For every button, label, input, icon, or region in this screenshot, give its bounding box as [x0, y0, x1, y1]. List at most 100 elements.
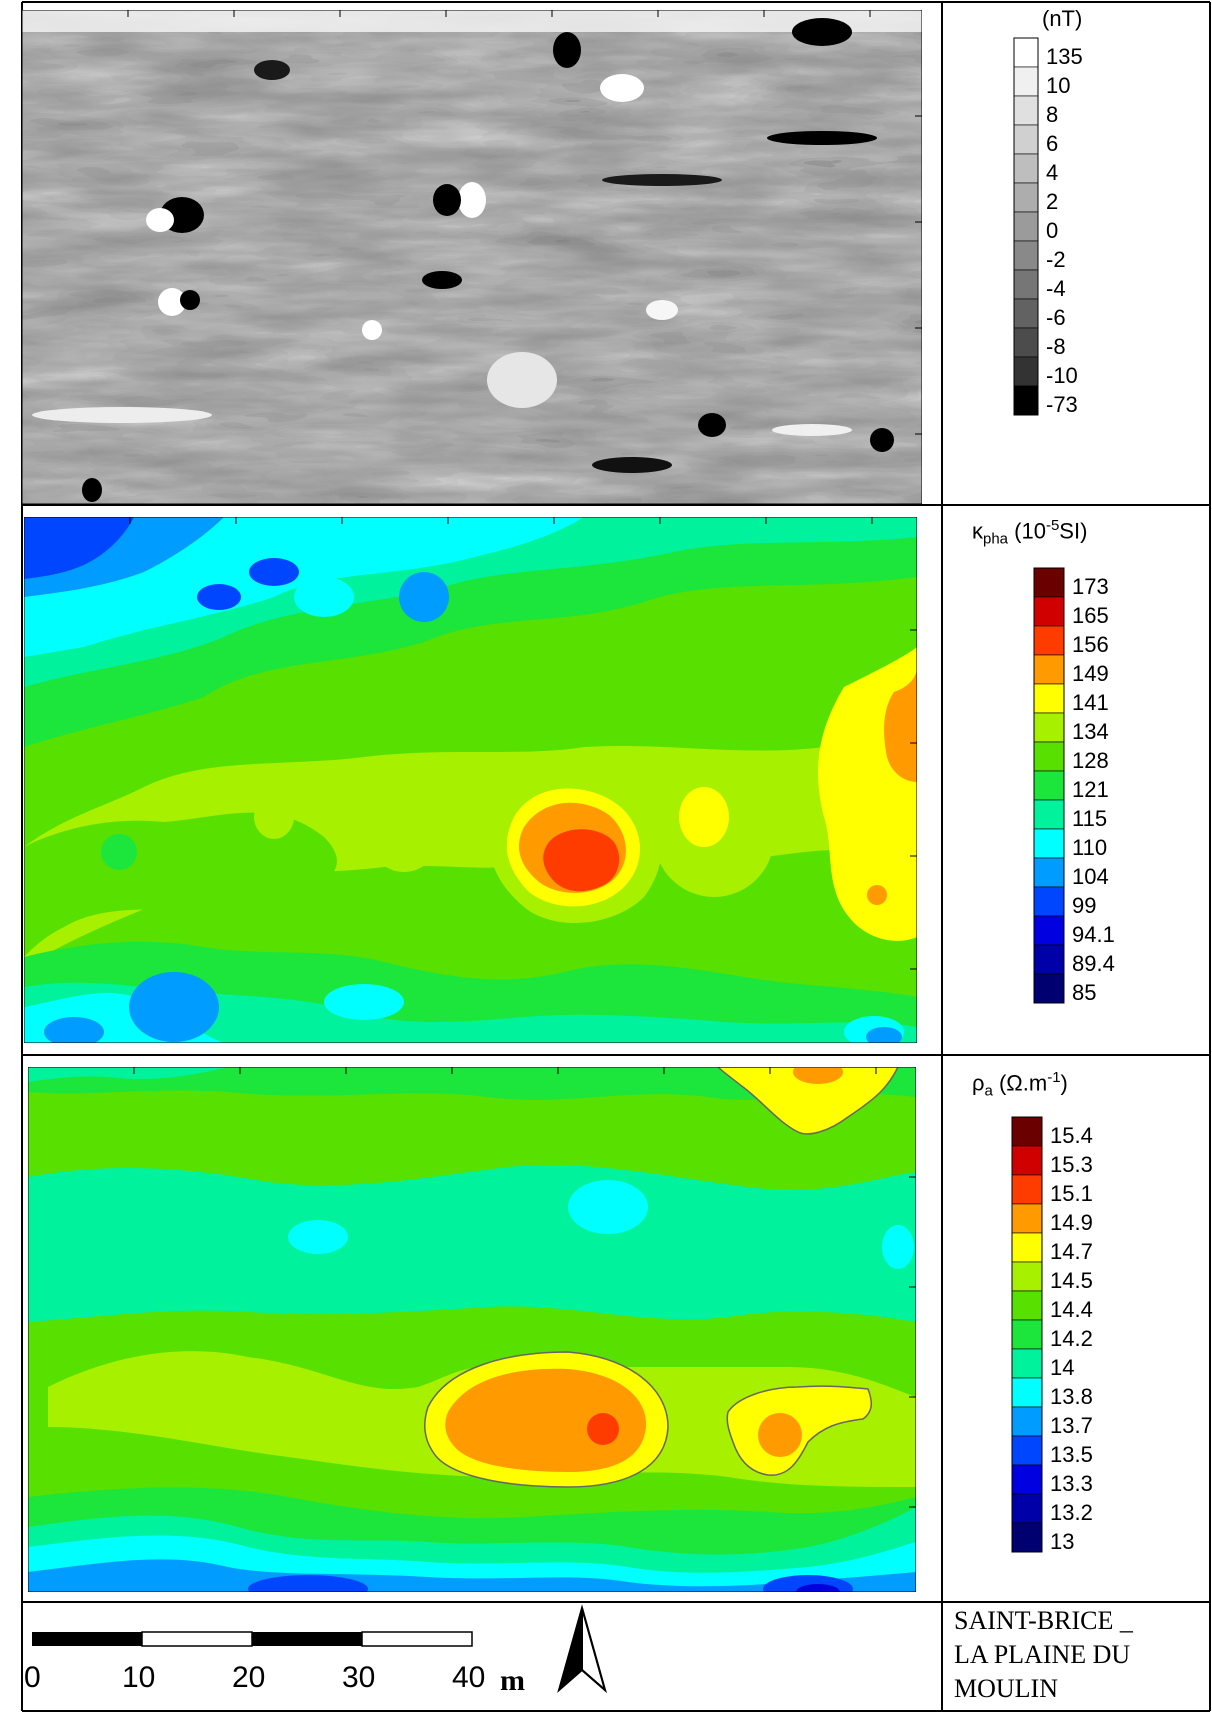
site-name-line-1: SAINT-BRICE _ — [954, 1606, 1133, 1635]
susceptibility-legend-label: 134 — [1072, 719, 1109, 744]
susceptibility-unit-prefix: (10 — [1014, 518, 1046, 544]
magnetic-legend-swatch — [1013, 66, 1039, 97]
magnetic-legend-label: -8 — [1046, 334, 1066, 359]
magnetic-legend-label: -2 — [1046, 247, 1066, 272]
susceptibility-legend-swatch — [1033, 857, 1065, 888]
magnetic-legend-label: 6 — [1046, 131, 1058, 156]
susceptibility-map-ticks — [129, 517, 917, 970]
scale-segment-10-20 — [141, 1631, 253, 1647]
susceptibility-legend-swatch — [1033, 683, 1065, 714]
site-name-line-3: MOULIN — [954, 1674, 1058, 1703]
susceptibility-legend-label: 156 — [1072, 632, 1109, 657]
susceptibility-legend-swatch — [1033, 799, 1065, 830]
scale-label-10: 10 — [122, 1661, 155, 1694]
susceptibility-legend-label: 110 — [1072, 835, 1107, 860]
magnetic-map — [22, 10, 922, 504]
resistivity-legend-swatch — [1011, 1145, 1043, 1176]
susceptibility-legend: κpha (10-5SI) 173 165 156 149 141 134 128 121 11… — [942, 505, 1210, 1055]
magnetic-legend-label: 4 — [1046, 160, 1058, 185]
susceptibility-unit-sup: -5 — [1045, 517, 1060, 534]
susceptibility-legend-swatch — [1033, 944, 1065, 975]
resistivity-legend-label: 15.3 — [1050, 1152, 1093, 1177]
magnetic-legend-label: 0 — [1046, 218, 1058, 243]
resistivity-legend-label: 14.5 — [1050, 1268, 1093, 1293]
susceptibility-legend-label: 89.4 — [1072, 951, 1115, 976]
susceptibility-legend-label: 121 — [1072, 777, 1109, 802]
magnetic-legend-label: 8 — [1046, 102, 1058, 127]
resistivity-legend-label: 15.1 — [1050, 1181, 1093, 1206]
resistivity-legend-label: 14 — [1050, 1355, 1074, 1380]
resistivity-legend-scale: 15.4 15.3 15.1 14.9 14.7 14.5 14.4 14.2 14 13.8 13… — [1011, 1116, 1093, 1554]
magnetic-legend-label: -6 — [1046, 305, 1066, 330]
susceptibility-legend-label: 165 — [1072, 603, 1109, 628]
susceptibility-legend-swatch — [1033, 741, 1065, 772]
resistivity-legend-swatch — [1011, 1319, 1043, 1350]
resistivity-legend-swatch — [1011, 1522, 1043, 1553]
resistivity-legend-swatch — [1011, 1203, 1043, 1234]
scale-unit: m — [500, 1664, 525, 1697]
susceptibility-legend-swatch — [1033, 973, 1065, 1004]
resistivity-legend-swatch — [1011, 1464, 1043, 1495]
magnetic-legend-label: 135 — [1046, 44, 1083, 69]
resistivity-map — [28, 1067, 916, 1592]
susceptibility-unit-suffix: SI) — [1059, 518, 1088, 544]
resistivity-legend-swatch — [1011, 1406, 1043, 1437]
magnetic-legend-swatch — [1013, 356, 1039, 387]
susceptibility-legend-label: 128 — [1072, 748, 1109, 773]
susceptibility-legend-label: 141 — [1072, 690, 1109, 715]
magnetic-legend-label: -10 — [1046, 363, 1078, 388]
susceptibility-map-panel — [22, 505, 942, 1055]
scale-label-30: 30 — [342, 1661, 375, 1694]
magnetic-legend-title: (nT) — [1042, 6, 1083, 31]
north-arrow-icon — [557, 1604, 607, 1693]
magnetic-legend-swatch — [1013, 269, 1039, 300]
susceptibility-legend-swatch — [1033, 770, 1065, 801]
scale-segment-20-30 — [252, 1632, 362, 1646]
resistivity-legend-swatch — [1011, 1493, 1043, 1524]
susceptibility-legend-label: 173 — [1072, 574, 1109, 599]
resistivity-legend-label: 13.3 — [1050, 1471, 1093, 1496]
resistivity-legend-swatch — [1011, 1116, 1043, 1147]
scale-label-40: 40 — [452, 1661, 485, 1694]
susceptibility-legend-swatch — [1033, 654, 1065, 685]
scale-segment-0-10 — [32, 1632, 142, 1646]
susceptibility-legend-swatch — [1033, 625, 1065, 656]
resistivity-legend-swatch — [1011, 1261, 1043, 1292]
resistivity-legend-swatch — [1011, 1232, 1043, 1263]
susceptibility-legend-swatch — [1033, 712, 1065, 743]
resistivity-legend-label: 13.8 — [1050, 1384, 1093, 1409]
magnetic-legend-swatch — [1013, 211, 1039, 242]
magnetic-legend-outline — [1013, 37, 1039, 416]
susceptibility-map — [24, 517, 917, 1043]
resistivity-unit-suffix: ) — [1060, 1070, 1068, 1096]
scale-bar-panel: 0 10 20 30 40 m — [22, 1602, 942, 1711]
magnetic-map-panel — [22, 2, 942, 505]
susceptibility-legend-outline — [1033, 567, 1065, 1004]
resistivity-legend: ρa (Ω.m-1) 15.4 15.3 15.1 14.9 14.7 14.5 14.4 1… — [942, 1055, 1210, 1602]
susceptibility-legend-swatch — [1033, 567, 1065, 598]
resistivity-subscript: a — [984, 1082, 993, 1100]
magnetic-legend-swatch — [1013, 95, 1039, 126]
resistivity-legend-label: 14.2 — [1050, 1326, 1093, 1351]
resistivity-legend-label: 13.5 — [1050, 1442, 1093, 1467]
magnetic-legend-label: -73 — [1046, 392, 1078, 417]
resistivity-legend-swatch — [1011, 1377, 1043, 1408]
resistivity-legend-swatch — [1011, 1290, 1043, 1321]
resistivity-legend-label: 14.7 — [1050, 1239, 1093, 1264]
magnetic-legend-label: 2 — [1046, 189, 1058, 214]
resistivity-legend-label: 13 — [1050, 1529, 1074, 1554]
resistivity-legend-label: 13.2 — [1050, 1500, 1093, 1525]
scale-label-20: 20 — [232, 1661, 265, 1694]
magnetic-legend-label: -4 — [1046, 276, 1066, 301]
susceptibility-legend-title: κpha (10-5SI) — [972, 517, 1087, 548]
magnetic-legend-swatch — [1013, 298, 1039, 329]
susceptibility-legend-scale: 173 165 156 149 141 134 128 121 115 110 104 99 94.1 8… — [1033, 567, 1115, 1005]
resistivity-legend-label: 15.4 — [1050, 1123, 1093, 1148]
resistivity-legend-label: 13.7 — [1050, 1413, 1093, 1438]
susceptibility-legend-swatch — [1033, 596, 1065, 627]
susceptibility-legend-swatch — [1033, 886, 1065, 917]
susceptibility-legend-label: 115 — [1072, 806, 1107, 831]
magnetic-legend: (nT) 135 10 8 6 4 2 0 -2 -4 -6 -8 -10 -73 — [942, 2, 1210, 505]
susceptibility-legend-label: 85 — [1072, 980, 1096, 1005]
resistivity-legend-outline — [1011, 1116, 1043, 1553]
